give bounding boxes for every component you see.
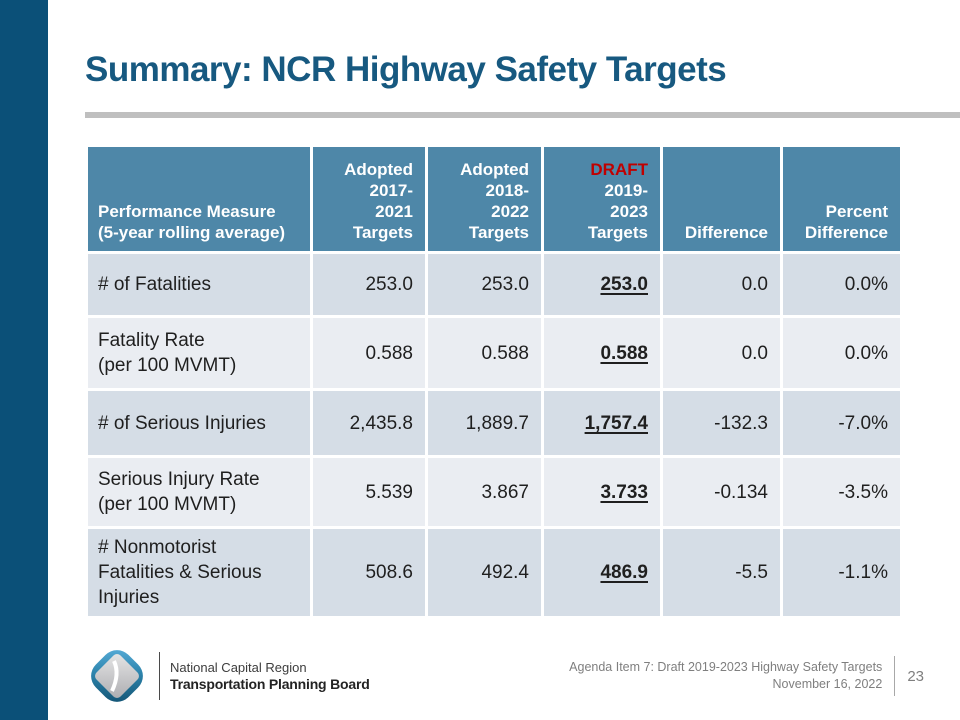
org-name: National Capital Region Transportation P…: [170, 660, 370, 692]
targets-table-container: Performance Measure (5-year rolling avera…: [85, 144, 903, 619]
cell-percent-difference: 0.0%: [783, 254, 900, 315]
cell-draft-2019-2023: 1,757.4: [544, 391, 660, 455]
page-number-divider: [894, 656, 896, 696]
col-header-adopted-2017-2021: Adopted 2017- 2021 Targets: [313, 147, 425, 251]
page-title: Summary: NCR Highway Safety Targets: [85, 50, 727, 89]
cell-adopted-2018-2022: 0.588: [428, 318, 541, 388]
org-name-line1: National Capital Region: [170, 660, 307, 675]
agenda-note-line2: November 16, 2022: [772, 677, 883, 691]
title-rule: [85, 112, 960, 118]
table-row: # of Serious Injuries 2,435.8 1,889.7 1,757…: [88, 391, 900, 455]
left-accent-bar: [0, 0, 48, 720]
col-header-draft-2019-2023: DRAFT 2019- 2023 Targets: [544, 147, 660, 251]
footer-meta: Agenda Item 7: Draft 2019-2023 Highway S…: [569, 656, 926, 696]
cell-adopted-2018-2022: 1,889.7: [428, 391, 541, 455]
col-header-percent-difference: Percent Difference: [783, 147, 900, 251]
tpb-diamond-logo-icon: [91, 650, 143, 702]
agenda-note: Agenda Item 7: Draft 2019-2023 Highway S…: [569, 659, 882, 693]
cell-difference: -0.134: [663, 458, 780, 526]
col-header-measure: Performance Measure (5-year rolling avera…: [88, 147, 310, 251]
cell-percent-difference: -7.0%: [783, 391, 900, 455]
cell-percent-difference: -1.1%: [783, 529, 900, 616]
cell-adopted-2017-2021: 253.0: [313, 254, 425, 315]
cell-adopted-2018-2022: 492.4: [428, 529, 541, 616]
table-row: Serious Injury Rate (per 100 MVMT) 5.539 3.…: [88, 458, 900, 526]
cell-difference: -132.3: [663, 391, 780, 455]
cell-adopted-2017-2021: 2,435.8: [313, 391, 425, 455]
cell-measure: # of Serious Injuries: [88, 391, 310, 455]
cell-draft-2019-2023: 253.0: [544, 254, 660, 315]
agenda-note-line1: Agenda Item 7: Draft 2019-2023 Highway S…: [569, 660, 883, 674]
cell-adopted-2017-2021: 0.588: [313, 318, 425, 388]
table-header-row: Performance Measure (5-year rolling avera…: [88, 147, 900, 251]
cell-adopted-2018-2022: 3.867: [428, 458, 541, 526]
cell-difference: 0.0: [663, 318, 780, 388]
org-name-line2: Transportation Planning Board: [170, 676, 370, 692]
cell-adopted-2018-2022: 253.0: [428, 254, 541, 315]
col-header-difference: Difference: [663, 147, 780, 251]
cell-measure: # of Fatalities: [88, 254, 310, 315]
col-header-adopted-2018-2022: Adopted 2018- 2022 Targets: [428, 147, 541, 251]
table-row: Fatality Rate (per 100 MVMT) 0.588 0.588 0.5…: [88, 318, 900, 388]
logo-divider: [159, 652, 160, 700]
cell-adopted-2017-2021: 5.539: [313, 458, 425, 526]
cell-measure: Serious Injury Rate (per 100 MVMT): [88, 458, 310, 526]
cell-draft-2019-2023: 3.733: [544, 458, 660, 526]
cell-difference: -5.5: [663, 529, 780, 616]
page-number: 23: [907, 667, 924, 685]
cell-draft-2019-2023: 486.9: [544, 529, 660, 616]
footer-branding: National Capital Region Transportation P…: [85, 644, 370, 708]
table-row: # Nonmotorist Fatalities & Serious Injurie…: [88, 529, 900, 616]
footer: National Capital Region Transportation P…: [85, 644, 926, 708]
cell-measure: Fatality Rate (per 100 MVMT): [88, 318, 310, 388]
cell-draft-2019-2023: 0.588: [544, 318, 660, 388]
cell-percent-difference: -3.5%: [783, 458, 900, 526]
table-row: # of Fatalities 253.0 253.0 253.0 0.0 0.0%: [88, 254, 900, 315]
cell-measure: # Nonmotorist Fatalities & Serious Injurie…: [88, 529, 310, 616]
targets-table: Performance Measure (5-year rolling avera…: [85, 144, 903, 619]
cell-adopted-2017-2021: 508.6: [313, 529, 425, 616]
draft-label: DRAFT: [590, 160, 648, 179]
cell-difference: 0.0: [663, 254, 780, 315]
cell-percent-difference: 0.0%: [783, 318, 900, 388]
